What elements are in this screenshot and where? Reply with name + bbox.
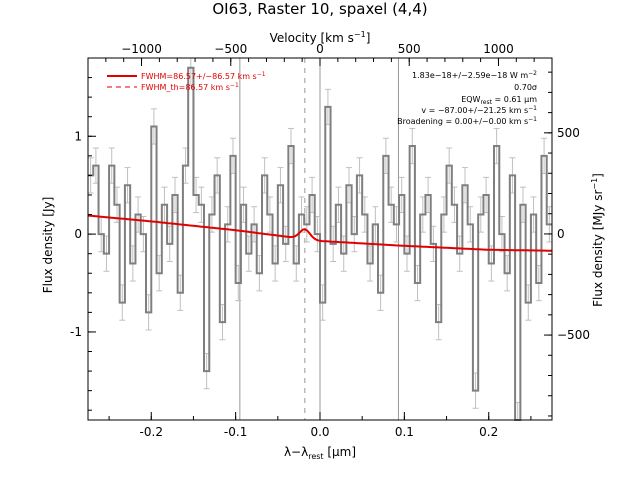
y-tick-label-0: -1 <box>70 325 82 339</box>
annotation-flux-sup: −2 <box>528 70 537 77</box>
right-tick-label-0: −500 <box>557 328 590 342</box>
legend-text-0: FWHM=86.57+/−86.57 km s <box>141 72 257 81</box>
legend-sup-0: −1 <box>257 71 266 78</box>
x-tick-label-2: 0.0 <box>310 425 329 439</box>
top-axis-label-close: ] <box>366 31 371 45</box>
annotation-velocity: v = −87.00+/−21.25 km s−1 <box>421 105 537 115</box>
top-tick-label-1: −500 <box>214 42 247 56</box>
x-axis-label: λ−λrest [μm] <box>284 445 356 461</box>
plot-area: -0.2 -0.1 0.0 0.1 0.2 -1 0 1 −1000 −500 0 500 1000 −5… <box>70 42 590 439</box>
annotation-velocity-sup: −1 <box>528 105 537 112</box>
spectrum-series <box>88 66 552 421</box>
model-fit-line <box>87 214 552 252</box>
legend: FWHM=86.57+/−86.57 km s−1 FWHM_th=86.57 … <box>107 71 266 92</box>
x-tick-label-1: -0.1 <box>224 425 247 439</box>
top-axis-label-text: Velocity [km s <box>270 31 354 45</box>
annotation-eqw-sub: rest <box>480 99 492 106</box>
svg-text:Velocity [km s−1]: Velocity [km s−1] <box>270 30 371 45</box>
x-axis-label-unit: [μm] <box>324 445 357 459</box>
x-tick-label-0: -0.2 <box>140 425 163 439</box>
annotation-velocity-text: v = −87.00+/−21.25 km s <box>421 106 528 115</box>
right-tick-label-1: 0 <box>557 227 565 241</box>
legend-label-solid: FWHM=86.57+/−86.57 km s−1 <box>141 71 266 81</box>
top-tick-label-3: 500 <box>398 42 421 56</box>
top-axis-label-sup: −1 <box>354 30 366 39</box>
annotation-broadening: Broadening = 0.00+/−0.00 km s−1 <box>397 116 537 126</box>
y-tick-label-1: 0 <box>74 227 82 241</box>
annotation-sigma: 0.70σ <box>514 83 537 92</box>
annotation-flux: 1.83e−18+/−2.59e−18 W m−2 <box>412 70 537 80</box>
y-axis-label-left: Flux density [Jy] <box>41 197 55 294</box>
annotations: 1.83e−18+/−2.59e−18 W m−2 0.70σ EQWrest … <box>397 70 537 126</box>
y-axis-label-right-main: Flux density [MJy sr <box>591 190 605 307</box>
annotation-eqw-text: EQW <box>461 95 480 104</box>
legend-text-1: FWHM_th=86.57 km s <box>141 83 230 92</box>
top-axis-label: Velocity [km s−1] <box>270 30 371 45</box>
annotation-broadening-sup: −1 <box>528 116 537 123</box>
x-tick-label-4: 0.2 <box>479 425 498 439</box>
right-tick-label-2: 500 <box>557 126 580 140</box>
y-axis-label-right-close: ] <box>591 173 605 178</box>
y-axis-label-right-sup: −1 <box>590 178 599 190</box>
annotation-eqw-text2: = 0.61 μm <box>492 95 537 104</box>
x-tick-label-3: 0.1 <box>395 425 414 439</box>
annotation-flux-text: 1.83e−18+/−2.59e−18 W m <box>412 71 528 80</box>
y-tick-label-2: 1 <box>74 129 82 143</box>
legend-sup-1: −1 <box>230 82 239 89</box>
x-axis-label-main: λ−λ <box>284 445 308 459</box>
legend-label-dashed: FWHM_th=86.57 km s−1 <box>141 82 239 92</box>
x-axis-label-sub: rest <box>308 452 323 461</box>
chart-title: OI63, Raster 10, spaxel (4,4) <box>212 0 427 18</box>
annotation-broadening-text: Broadening = 0.00+/−0.00 km s <box>397 117 528 126</box>
top-tick-label-2: 0 <box>316 42 324 56</box>
top-tick-label-0: −1000 <box>121 42 162 56</box>
top-tick-label-4: 1000 <box>483 42 514 56</box>
y-axis-label-right: Flux density [MJy sr−1] <box>590 173 605 307</box>
annotation-eqw: EQWrest = 0.61 μm <box>461 95 537 106</box>
